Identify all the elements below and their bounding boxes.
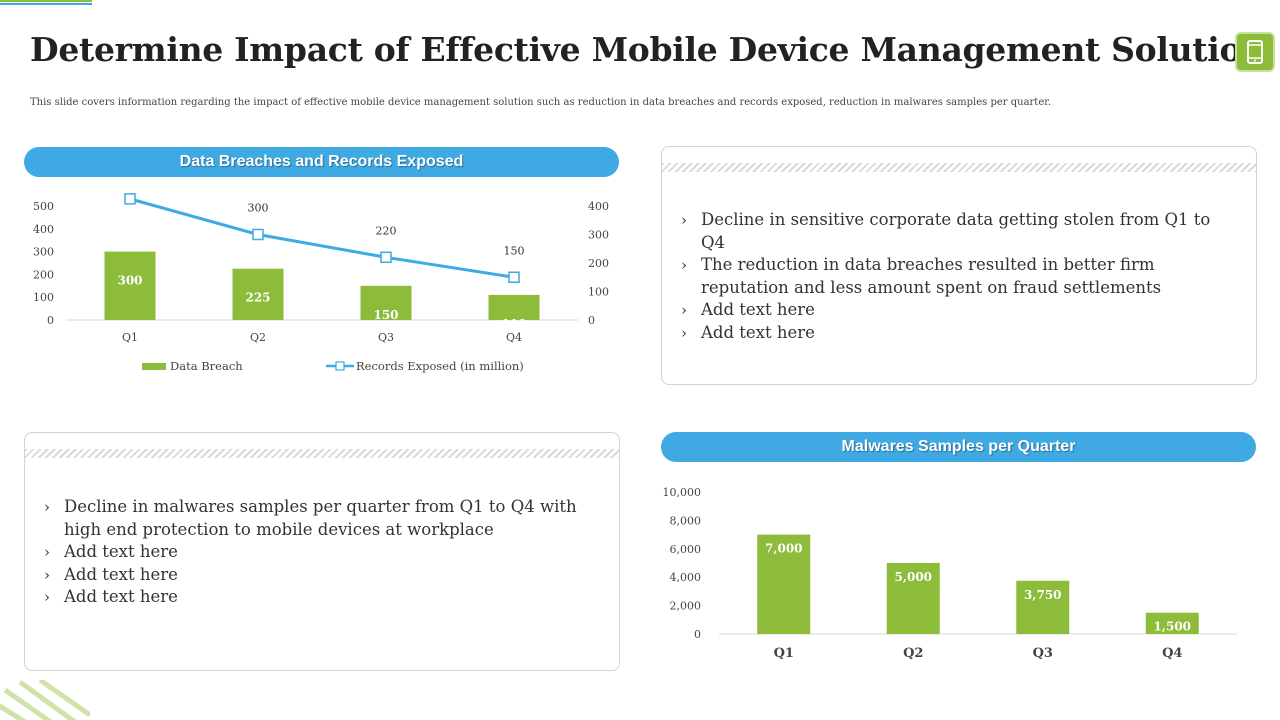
x-tick-label: Q2: [903, 646, 923, 661]
top-accent-lines: [0, 0, 92, 5]
bar-value-label: 7,000: [765, 542, 803, 556]
y-right-tick-label: 200: [588, 257, 609, 270]
chart1-title-pill: Data Breaches and Records Exposed: [24, 147, 619, 177]
x-tick-label: Q1: [774, 646, 794, 661]
x-tick-label: Q4: [1162, 646, 1182, 661]
chevron-right-icon: ›: [44, 543, 50, 561]
y-tick-label: 2,000: [670, 600, 702, 613]
line-point-marker: [508, 271, 520, 283]
bar-malware-samples: [1016, 580, 1070, 634]
bar-value-label: 1,500: [1153, 620, 1191, 634]
chevron-right-icon: ›: [44, 588, 50, 606]
y-tick-label: 8,000: [670, 514, 702, 527]
bar-value-label: 150: [373, 308, 398, 322]
page-subtitle: This slide covers information regarding …: [30, 97, 1052, 108]
list-item: › Add text here: [679, 322, 1239, 345]
breaches-records-chart: 0 100 200 300 400 500 0 100 200 300 400 300 Q1 225 Q2 1…: [33, 193, 609, 373]
x-tick-label: Q3: [378, 331, 394, 344]
line-point-marker: [380, 251, 392, 264]
mobile-phone-icon: [1235, 32, 1275, 72]
breach-insights-list: › Decline in sensitive corporate data get…: [679, 209, 1239, 344]
list-item: › Decline in malwares samples per quarter…: [44, 497, 577, 539]
y-tick-label: 10,000: [663, 486, 702, 499]
bar-data-breach: [104, 251, 156, 320]
bar-malware-samples: [886, 563, 940, 634]
breach-insights-box: › Decline in sensitive corporate data get…: [661, 146, 1257, 385]
chevron-right-icon: ›: [681, 323, 687, 342]
chevron-right-icon: ›: [44, 565, 50, 584]
line-point-marker: [124, 193, 136, 205]
y-tick-label: 4,000: [670, 571, 702, 584]
bar-data-breach: [488, 294, 540, 320]
bar-value-label: 225: [245, 291, 270, 305]
bar-malware-samples: [1145, 612, 1199, 634]
list-item: › Add text here: [42, 586, 602, 609]
bar-value-label: 300: [117, 274, 142, 288]
y-left-tick-label: 400: [33, 223, 54, 236]
y-left-tick-label: 300: [33, 246, 54, 259]
list-item: › The reduction in data breaches resulted…: [681, 255, 1162, 297]
line-point-marker: [252, 228, 264, 241]
bar-value-label: 3,750: [1024, 588, 1062, 602]
y-left-tick-label: 0: [47, 314, 54, 327]
chevron-right-icon: ›: [681, 301, 687, 319]
corner-stripes-decoration: [0, 680, 90, 720]
line-records-exposed: [129, 197, 515, 279]
line-value-label: 220: [376, 224, 397, 237]
bar-value-label: 5,000: [894, 570, 932, 584]
chart2-title-pill: Malwares Samples per Quarter: [661, 432, 1256, 462]
malware-insights-list: › Decline in malwares samples per quarter…: [42, 496, 602, 609]
legend-label: Data Breach: [170, 359, 243, 373]
malware-samples-chart: 0 2,000 4,000 6,000 8,000 10,000 7,000 Q1 5,000 Q…: [663, 486, 1237, 661]
y-right-tick-label: 0: [588, 314, 595, 327]
y-tick-label: 0: [694, 628, 701, 641]
list-item: › Add text here: [679, 299, 1239, 322]
list-item: › Add text here: [42, 541, 602, 564]
bar-data-breach: [232, 268, 284, 320]
y-right-tick-label: 300: [588, 229, 609, 242]
y-right-tick-label: 100: [588, 286, 609, 299]
line-value-label: 150: [504, 244, 525, 257]
y-right-tick-label: 400: [588, 200, 609, 213]
line-value-label: 300: [248, 202, 269, 215]
y-tick-label: 6,000: [670, 543, 702, 556]
y-left-tick-label: 100: [33, 291, 54, 304]
chevron-right-icon: ›: [681, 256, 687, 274]
legend-label: Records Exposed (in million): [356, 359, 524, 373]
y-left-tick-label: 200: [33, 268, 54, 281]
x-tick-label: Q1: [122, 331, 138, 344]
bar-value-label: 110: [501, 317, 526, 331]
legend-line-marker: [335, 361, 345, 371]
x-tick-label: Q2: [250, 331, 266, 344]
bar-malware-samples: [757, 534, 811, 634]
legend-bar-swatch: [142, 363, 166, 370]
bar-data-breach: [360, 285, 412, 320]
list-item: › Add text here: [42, 564, 602, 587]
hatch-divider: [662, 163, 1256, 172]
hatch-divider: [25, 449, 619, 458]
y-left-tick-label: 500: [33, 200, 54, 213]
chevron-right-icon: ›: [44, 498, 50, 516]
x-tick-label: Q3: [1033, 646, 1053, 661]
list-item: › Decline in sensitive corporate data get…: [681, 210, 1211, 252]
page-title: Determine Impact of Effective Mobile Dev…: [30, 30, 1265, 69]
malware-insights-box: › Decline in malwares samples per quarter…: [24, 432, 620, 671]
x-tick-label: Q4: [506, 331, 522, 344]
chevron-right-icon: ›: [681, 211, 687, 229]
